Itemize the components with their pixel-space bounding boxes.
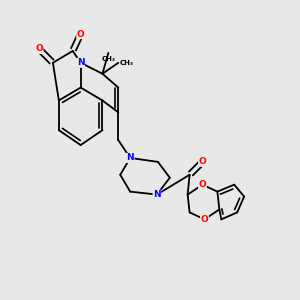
Text: O: O: [35, 44, 43, 53]
Text: N: N: [77, 58, 85, 67]
Text: O: O: [199, 158, 206, 166]
Text: O: O: [201, 215, 208, 224]
Text: O: O: [77, 30, 85, 39]
Text: O: O: [199, 180, 206, 189]
Text: N: N: [126, 153, 134, 162]
Text: CH₃: CH₃: [101, 56, 116, 62]
Text: N: N: [153, 190, 161, 199]
Text: CH₃: CH₃: [120, 60, 134, 66]
